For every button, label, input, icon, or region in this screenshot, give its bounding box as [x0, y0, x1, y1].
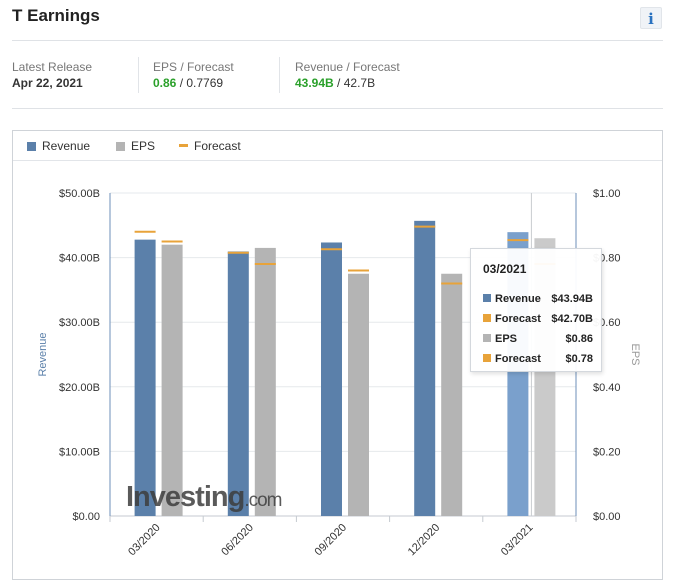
- chart-tooltip: 03/2021 Revenue $43.94B Forecast $42.70B E…: [470, 248, 602, 372]
- revenue-bar: [134, 239, 156, 516]
- legend-swatch-eps: [116, 142, 125, 151]
- separator: /: [176, 76, 187, 90]
- legend-label: EPS: [131, 139, 156, 153]
- legend-swatch-revenue: [27, 142, 36, 151]
- eps-bar: [161, 244, 183, 516]
- latest-release-date: Apr 22, 2021: [12, 76, 83, 90]
- tooltip-row-eps-forecast: Forecast $0.78: [483, 353, 593, 365]
- revenue-bar: [414, 220, 436, 517]
- x-tick-label: 12/2020: [406, 522, 443, 559]
- chart-legend: Revenue EPS Forecast: [13, 131, 662, 161]
- divider: [279, 57, 280, 93]
- tooltip-value: $0.78: [565, 353, 593, 365]
- y2-tick-label: $0.40: [593, 382, 621, 394]
- y2-tick-label: $0.00: [593, 511, 621, 523]
- tooltip-row-eps: EPS $0.86: [483, 333, 593, 345]
- y2-tick-label: $0.20: [593, 446, 621, 458]
- x-tick-label: 03/2021: [499, 522, 536, 559]
- eps-forecast: EPS / Forecast 0.86 / 0.7769: [153, 60, 234, 90]
- latest-release: Latest Release Apr 22, 2021: [12, 60, 92, 90]
- tooltip-swatch: [483, 334, 491, 342]
- tooltip-label: EPS: [495, 333, 518, 345]
- divider: [138, 57, 139, 93]
- eps-bar: [254, 247, 276, 516]
- y-axis-title: Revenue: [37, 332, 49, 376]
- tooltip-swatch: [483, 314, 491, 322]
- latest-release-label: Latest Release: [12, 60, 93, 74]
- revenue-actual: 43.94B: [295, 76, 334, 90]
- y2-tick-label: $1.00: [593, 188, 621, 200]
- page-title: T Earnings: [12, 6, 100, 25]
- y-tick-label: $50.00B: [59, 188, 100, 200]
- tooltip-value: $0.86: [565, 333, 593, 345]
- tooltip-title: 03/2021: [483, 262, 527, 276]
- y2-axis-title: EPS: [629, 343, 641, 365]
- tooltip-row-revenue: Revenue $43.94B: [483, 293, 593, 305]
- tooltip-value: $43.94B: [551, 293, 593, 305]
- legend-label: Revenue: [42, 139, 91, 153]
- eps-bar: [441, 273, 463, 516]
- x-tick-label: 09/2020: [313, 522, 350, 559]
- info-icon[interactable]: i: [640, 7, 662, 29]
- x-tick-label: 06/2020: [219, 522, 256, 559]
- revenue-bar: [227, 251, 249, 516]
- eps-forecast-value: 0.7769: [186, 76, 224, 90]
- eps-forecast-label: EPS / Forecast: [153, 60, 234, 74]
- divider: [12, 108, 663, 109]
- revenue-forecast-value: 42.7B: [343, 76, 376, 90]
- revenue-forecast: Revenue / Forecast 43.94B / 42.7B: [295, 60, 400, 90]
- y-tick-label: $40.00B: [59, 253, 100, 265]
- y-tick-label: $0.00: [72, 511, 100, 523]
- x-tick-label: 03/2020: [126, 522, 163, 559]
- y-tick-label: $30.00B: [59, 317, 100, 329]
- chart-container: Revenue EPS Forecast: [12, 130, 663, 580]
- tooltip-label: Forecast: [495, 353, 541, 365]
- y-tick-label: $10.00B: [59, 446, 100, 458]
- legend-item-revenue[interactable]: Revenue: [27, 139, 90, 153]
- legend-item-forecast[interactable]: Forecast: [179, 139, 241, 153]
- tooltip-value: $42.70B: [551, 313, 593, 325]
- investing-watermark-logo: Investing.com: [126, 481, 282, 513]
- revenue-bar: [321, 242, 342, 517]
- tooltip-label: Forecast: [495, 313, 541, 325]
- tooltip-swatch: [483, 354, 491, 362]
- revenue-forecast-label: Revenue / Forecast: [295, 60, 400, 74]
- legend-item-eps[interactable]: EPS: [116, 139, 155, 153]
- eps-actual: 0.86: [153, 76, 177, 90]
- legend-swatch-forecast: [179, 144, 188, 147]
- tooltip-row-revenue-forecast: Forecast $42.70B: [483, 313, 593, 325]
- tooltip-label: Revenue: [495, 293, 541, 305]
- legend-label: Forecast: [194, 139, 241, 153]
- separator: /: [333, 76, 344, 90]
- divider: [12, 40, 663, 41]
- y-tick-label: $20.00B: [59, 382, 100, 394]
- tooltip-swatch: [483, 294, 491, 302]
- eps-bar: [348, 273, 369, 516]
